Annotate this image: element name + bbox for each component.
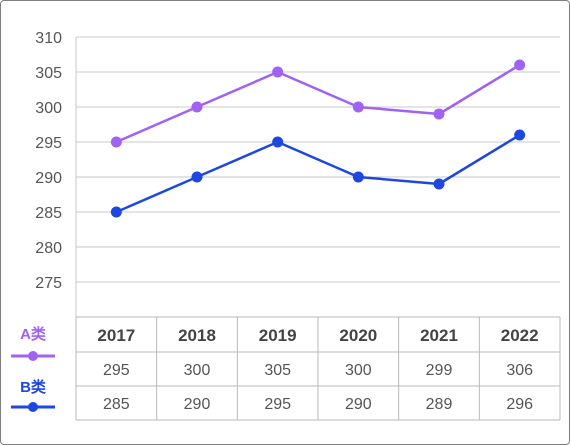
y-tick-label: 305 [35, 65, 62, 82]
legend-marker [28, 402, 38, 412]
series-line [115, 63, 521, 144]
table-cell: 290 [184, 396, 211, 413]
table-cell: 295 [103, 362, 130, 379]
data-point [191, 101, 203, 113]
table-cell: 299 [426, 362, 453, 379]
data-point [110, 136, 122, 148]
data-point [352, 101, 364, 113]
data-point [272, 66, 284, 78]
legend-label: A类 [20, 325, 47, 343]
table-cell: 285 [103, 396, 130, 413]
table-cell: 296 [506, 396, 533, 413]
y-axis-tick-labels: 310 305 300 295 290 285 280 275 [35, 30, 62, 292]
y-tick-label: 300 [35, 100, 62, 117]
y-tick-label: 285 [35, 205, 62, 222]
data-point [433, 178, 445, 190]
data-point [352, 171, 364, 183]
x-tick-label: 2019 [259, 326, 297, 345]
table-cell: 289 [426, 396, 453, 413]
y-tick-label: 280 [35, 240, 62, 257]
gridlines [75, 36, 560, 317]
table-cell: 305 [264, 362, 291, 379]
series-line [115, 133, 521, 214]
data-point [433, 108, 445, 120]
data-point [514, 129, 526, 141]
y-tick-label: 290 [35, 170, 62, 187]
table-cell: 306 [506, 362, 533, 379]
legend: A类 B类 [11, 325, 55, 412]
table-cell: 300 [345, 362, 372, 379]
x-tick-label: 2022 [501, 326, 539, 345]
y-tick-label: 295 [35, 135, 62, 152]
data-point [272, 136, 284, 148]
legend-marker [28, 351, 38, 361]
table-cell: 295 [264, 396, 291, 413]
x-tick-label: 2018 [178, 326, 216, 345]
table-cell: 290 [345, 396, 372, 413]
data-table: 2017 2018 2019 2020 2021 2022 295 300 305 300 299 3… [75, 316, 561, 421]
y-tick-label: 310 [35, 30, 62, 47]
series-lines [110, 59, 526, 218]
data-point [191, 171, 203, 183]
data-point [110, 206, 122, 218]
x-tick-label: 2020 [339, 326, 377, 345]
table-cell: 300 [184, 362, 211, 379]
x-tick-label: 2021 [420, 326, 458, 345]
legend-label: B类 [20, 378, 47, 396]
x-tick-label: 2017 [97, 326, 135, 345]
data-point [514, 59, 526, 71]
y-tick-label: 275 [35, 275, 62, 292]
